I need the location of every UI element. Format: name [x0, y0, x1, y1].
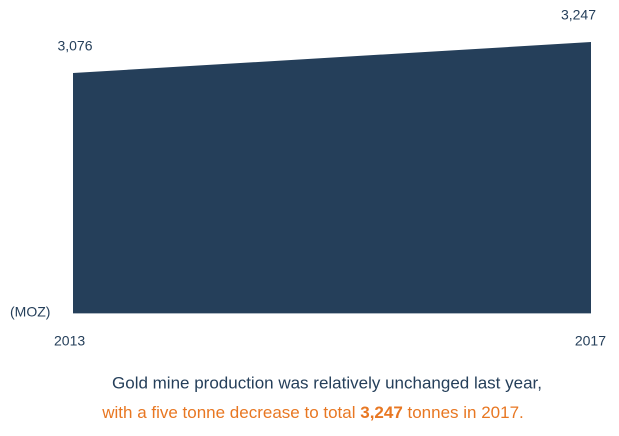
caption-highlight: 3,247 [360, 403, 403, 422]
area [73, 42, 591, 314]
x-tick-label: 2013 [54, 333, 85, 349]
value-label: 3,076 [57, 38, 92, 54]
y-axis-label: (MOZ) [10, 304, 50, 320]
value-label: 3,247 [561, 7, 596, 23]
x-tick-label: 2017 [575, 333, 606, 349]
caption-line: Gold mine production was relatively unch… [112, 373, 542, 392]
caption-text: tonnes in 2017. [403, 403, 524, 422]
caption-line: with a five tonne decrease to total 3,24… [101, 403, 524, 422]
caption-text: with a five tonne decrease to total [101, 403, 360, 422]
